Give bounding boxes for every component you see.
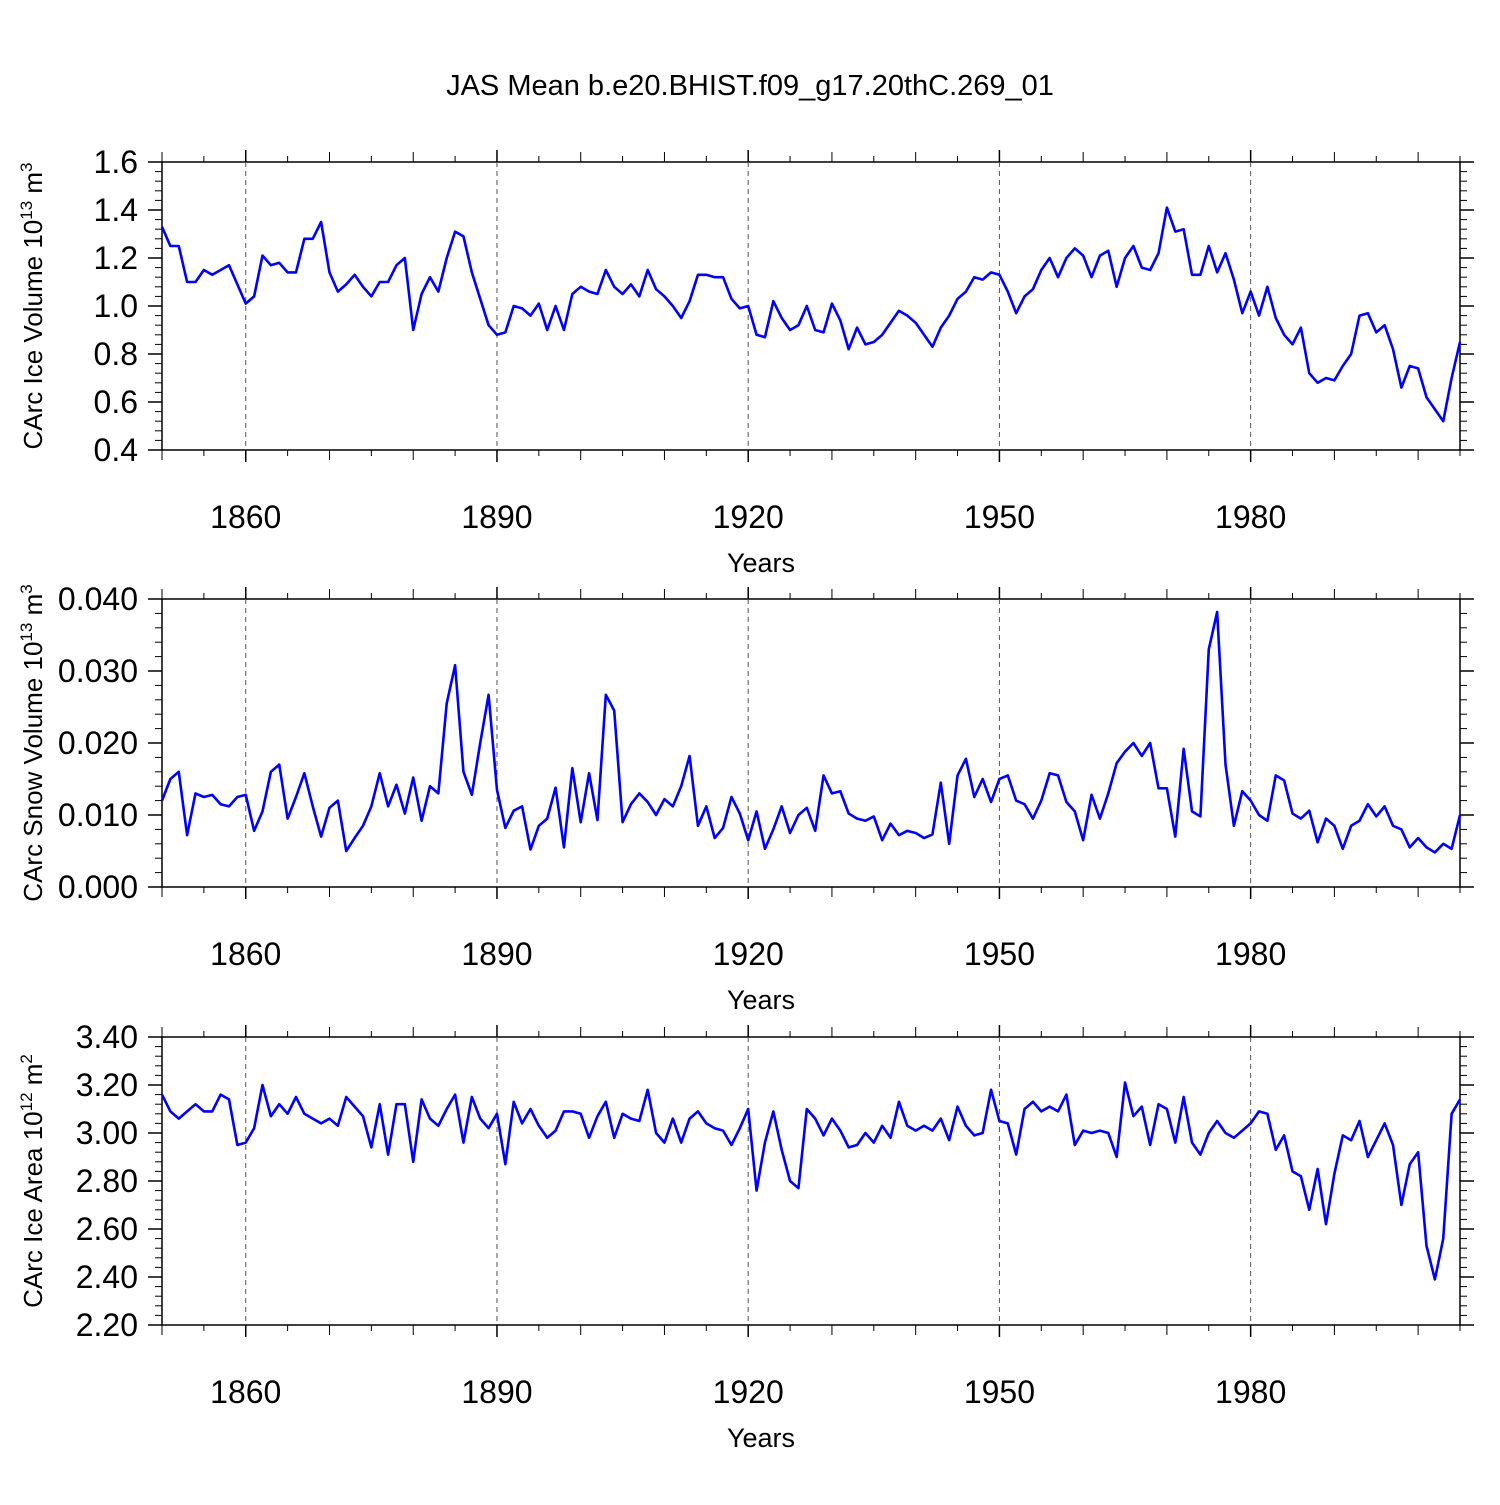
y-tick-label: 0.020 (58, 725, 138, 761)
x-tick-label: 1860 (210, 936, 281, 972)
x-tick-label: 1950 (964, 499, 1035, 535)
x-axis-label: Years (727, 985, 795, 1015)
y-axis-label-unit-exponent: 3 (17, 162, 36, 171)
y-axis-label-unit: m (18, 172, 48, 201)
y-tick-label: 2.20 (76, 1307, 138, 1343)
y-axis-label: CArc Ice Volume 1013 m3 (17, 162, 48, 449)
y-axis-label-text: CArc Snow Volume 10 (18, 642, 48, 902)
x-tick-label: 1890 (461, 936, 532, 972)
x-tick-label: 1920 (713, 499, 784, 535)
x-tick-label: 1860 (210, 1374, 281, 1410)
y-tick-label: 2.40 (76, 1259, 138, 1295)
y-tick-label: 0.030 (58, 653, 138, 689)
y-axis-label-exponent: 13 (17, 623, 36, 642)
y-tick-label: 0.000 (58, 869, 138, 905)
x-axis-label: Years (727, 1423, 795, 1453)
series-line (160, 610, 1462, 854)
x-tick-label: 1890 (461, 1374, 532, 1410)
x-tick-label: 1860 (210, 499, 281, 535)
plot-frame (161, 1036, 1461, 1326)
y-tick-label: 0.040 (58, 581, 138, 617)
y-axis-label-exponent: 13 (17, 201, 36, 220)
y-tick-label: 1.6 (94, 144, 138, 180)
x-tick-label: 1980 (1215, 936, 1286, 972)
x-tick-label: 1890 (461, 499, 532, 535)
x-axis-label: Years (727, 548, 795, 578)
chart-panel-2: 1860 1890 1920 1950 1980 0.000 0.010 0.020 0.030… (17, 581, 1474, 1015)
plot-frame (161, 598, 1461, 888)
y-tick-label: 3.40 (76, 1019, 138, 1055)
y-axis-label-unit: m (18, 594, 48, 623)
chart-panel-3: 1860 1890 1920 1950 1980 2.20 2.40 2.60 2.80 3.00… (17, 1019, 1474, 1453)
y-tick-label: 0.010 (58, 797, 138, 833)
y-tick-label: 1.4 (94, 192, 138, 228)
x-tick-label: 1920 (713, 936, 784, 972)
y-axis-label: CArc Ice Area 1012 m2 (17, 1054, 48, 1308)
y-tick-label: 2.80 (76, 1163, 138, 1199)
y-axis-label-unit-exponent: 3 (17, 584, 36, 593)
y-axis-label-unit: m (18, 1064, 48, 1093)
x-tick-label: 1980 (1215, 499, 1286, 535)
y-tick-label: 2.60 (76, 1211, 138, 1247)
plot-frame (161, 161, 1461, 451)
y-axis-label-exponent: 12 (17, 1092, 36, 1111)
y-axis-label-unit-exponent: 2 (17, 1054, 36, 1063)
x-tick-label: 1950 (964, 936, 1035, 972)
x-tick-label: 1980 (1215, 1374, 1286, 1410)
series-line (160, 1081, 1462, 1281)
y-tick-label: 0.8 (94, 336, 138, 372)
y-tick-label: 0.6 (94, 384, 138, 420)
y-tick-label: 1.2 (94, 240, 138, 276)
series-line (160, 206, 1462, 423)
chart-panel-1: 1860 1890 1920 1950 1980 0.4 0.6 0.8 1.0 1.2 1.4 1.… (17, 144, 1474, 578)
y-tick-label: 0.4 (94, 432, 138, 468)
y-axis-label-text: CArc Ice Volume 10 (18, 220, 48, 450)
y-tick-label: 1.0 (94, 288, 138, 324)
x-tick-label: 1950 (964, 1374, 1035, 1410)
y-tick-label: 3.00 (76, 1115, 138, 1151)
y-tick-label: 3.20 (76, 1067, 138, 1103)
x-tick-label: 1920 (713, 1374, 784, 1410)
y-axis-label: CArc Snow Volume 1013 m3 (17, 584, 48, 901)
y-axis-label-text: CArc Ice Area 10 (18, 1111, 48, 1308)
figure-title: JAS Mean b.e20.BHIST.f09_g17.20thC.269_0… (446, 70, 1054, 102)
